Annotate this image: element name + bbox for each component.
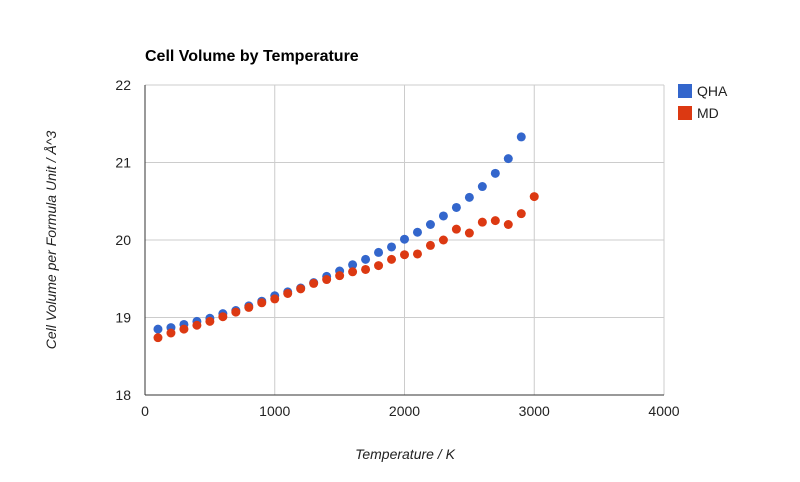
y-tick-label: 20 [115, 232, 131, 248]
data-point-md[interactable] [179, 324, 189, 334]
data-point-md[interactable] [309, 278, 319, 288]
data-point-qha[interactable] [348, 260, 358, 270]
data-point-md[interactable] [205, 316, 215, 326]
data-point-md[interactable] [464, 228, 474, 238]
data-point-qha[interactable] [153, 324, 163, 334]
data-point-md[interactable] [335, 271, 345, 281]
legend-swatch [678, 84, 692, 98]
data-point-qha[interactable] [464, 192, 474, 202]
series-md [153, 192, 539, 343]
data-point-md[interactable] [425, 240, 435, 250]
data-point-md[interactable] [400, 250, 409, 260]
x-tick-label: 3000 [519, 403, 550, 419]
data-point-md[interactable] [218, 312, 228, 322]
legend-label: QHA [697, 83, 728, 99]
data-point-qha[interactable] [438, 211, 448, 221]
data-point-md[interactable] [322, 275, 332, 285]
data-point-md[interactable] [387, 254, 397, 264]
data-point-qha[interactable] [412, 227, 422, 237]
data-point-md[interactable] [438, 235, 448, 245]
x-tick-labels: 0 1000 2000 3000 4000 [141, 403, 680, 419]
legend-item-md[interactable]: MD [678, 105, 719, 121]
data-point-md[interactable] [490, 216, 500, 226]
data-point-md[interactable] [192, 320, 202, 330]
y-tick-label: 18 [115, 387, 131, 403]
legend: QHA MD [678, 83, 728, 121]
data-point-qha[interactable] [516, 132, 526, 142]
x-tick-label: 2000 [389, 403, 420, 419]
legend-swatch [678, 106, 692, 120]
legend-label: MD [697, 105, 719, 121]
data-point-md[interactable] [412, 249, 422, 259]
data-point-md[interactable] [153, 333, 163, 343]
x-tick-label: 4000 [648, 403, 679, 419]
data-point-md[interactable] [296, 284, 306, 294]
data-point-md[interactable] [231, 307, 241, 317]
y-tick-labels: 18 19 20 21 22 [115, 77, 131, 403]
y-tick-label: 21 [115, 155, 131, 171]
y-tick-label: 22 [115, 77, 131, 93]
data-point-qha[interactable] [361, 254, 371, 264]
data-point-md[interactable] [451, 224, 461, 234]
data-point-md[interactable] [270, 294, 280, 304]
data-point-md[interactable] [529, 192, 539, 202]
axes [144, 85, 664, 396]
y-axis-label: Cell Volume per Formula Unit / Å^3 [43, 131, 59, 350]
data-point-md[interactable] [166, 328, 176, 338]
data-point-md[interactable] [348, 267, 358, 277]
chart-title: Cell Volume by Temperature [145, 48, 359, 65]
data-point-md[interactable] [374, 261, 384, 271]
data-point-md[interactable] [477, 217, 487, 227]
data-point-md[interactable] [516, 209, 526, 219]
x-axis-label: Temperature / K [355, 446, 456, 462]
y-tick-label: 19 [115, 310, 131, 326]
data-point-qha[interactable] [400, 234, 409, 244]
data-point-qha[interactable] [503, 154, 513, 164]
x-tick-label: 1000 [259, 403, 290, 419]
data-point-md[interactable] [283, 288, 293, 298]
data-point-qha[interactable] [387, 242, 397, 252]
data-point-md[interactable] [503, 220, 513, 229]
data-point-md[interactable] [361, 264, 371, 274]
data-points [153, 132, 539, 343]
data-point-qha[interactable] [477, 182, 487, 192]
data-point-md[interactable] [244, 302, 254, 312]
legend-item-qha[interactable]: QHA [678, 83, 728, 99]
data-point-qha[interactable] [374, 247, 384, 257]
data-point-md[interactable] [257, 298, 267, 308]
data-point-qha[interactable] [490, 168, 500, 178]
data-point-qha[interactable] [425, 220, 435, 229]
x-tick-label: 0 [141, 403, 149, 419]
data-point-qha[interactable] [451, 202, 461, 212]
